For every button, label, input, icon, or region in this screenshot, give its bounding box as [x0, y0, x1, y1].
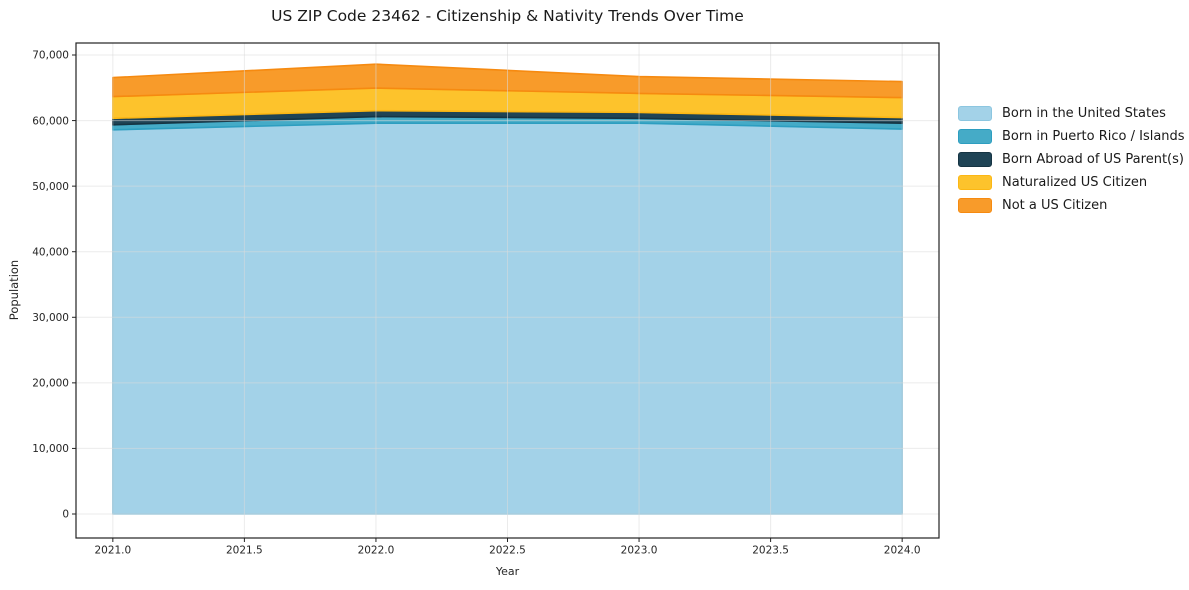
y-axis-label: Population	[7, 259, 21, 321]
y-tick-label-2: 20,000	[32, 378, 69, 390]
chart-title: US ZIP Code 23462 - Citizenship & Nativi…	[271, 7, 744, 25]
legend-swatch-3	[958, 175, 992, 190]
legend-swatch-0	[958, 106, 992, 121]
y-tick-label-7: 70,000	[32, 50, 69, 62]
legend-label-1: Born in Puerto Rico / Islands	[1002, 129, 1185, 144]
legend: Born in the United States Born in Puerto …	[958, 102, 1185, 217]
y-tick-label-0: 0	[62, 509, 69, 521]
x-tick-label-2: 2022.0	[358, 545, 395, 557]
x-axis-label: Year	[495, 565, 520, 578]
ticks-layer	[72, 54, 903, 542]
y-tick-label-6: 60,000	[32, 115, 69, 127]
grid-layer	[76, 43, 939, 538]
legend-swatch-1	[958, 129, 992, 144]
legend-swatch-2	[958, 152, 992, 167]
legend-label-0: Born in the United States	[1002, 106, 1166, 121]
x-tick-label-4: 2023.0	[621, 545, 658, 557]
y-tick-label-1: 10,000	[32, 443, 69, 455]
legend-item-1: Born in Puerto Rico / Islands	[958, 125, 1185, 148]
x-tick-label-1: 2021.5	[226, 545, 263, 557]
legend-label-2: Born Abroad of US Parent(s)	[1002, 152, 1184, 167]
legend-item-3: Naturalized US Citizen	[958, 171, 1185, 194]
legend-item-4: Not a US Citizen	[958, 194, 1185, 217]
legend-item-0: Born in the United States	[958, 102, 1185, 125]
ticklabels-layer: 2021.0 2021.5 2022.0 2022.5 2023.0 2023.5 2024…	[32, 50, 920, 557]
legend-label-4: Not a US Citizen	[1002, 198, 1108, 213]
x-tick-label-5: 2023.5	[752, 545, 789, 557]
legend-swatch-4	[958, 198, 992, 213]
legend-item-2: Born Abroad of US Parent(s)	[958, 148, 1185, 171]
y-tick-label-3: 30,000	[32, 312, 69, 324]
x-tick-label-0: 2021.0	[94, 545, 131, 557]
legend-label-3: Naturalized US Citizen	[1002, 175, 1148, 190]
x-tick-label-6: 2024.0	[884, 545, 921, 557]
y-tick-label-4: 40,000	[32, 246, 69, 258]
y-tick-label-5: 50,000	[32, 181, 69, 193]
x-tick-label-3: 2022.5	[489, 545, 526, 557]
